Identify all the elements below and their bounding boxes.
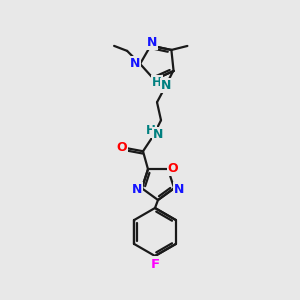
Text: N: N: [146, 36, 157, 49]
Text: N: N: [161, 79, 171, 92]
Text: N: N: [174, 183, 184, 196]
Text: O: O: [168, 162, 178, 175]
Text: H: H: [146, 124, 156, 137]
Text: F: F: [150, 257, 160, 271]
Text: N: N: [130, 57, 140, 70]
Text: N: N: [132, 183, 142, 196]
Text: N: N: [153, 128, 163, 141]
Text: H: H: [152, 76, 162, 89]
Text: O: O: [117, 141, 127, 154]
